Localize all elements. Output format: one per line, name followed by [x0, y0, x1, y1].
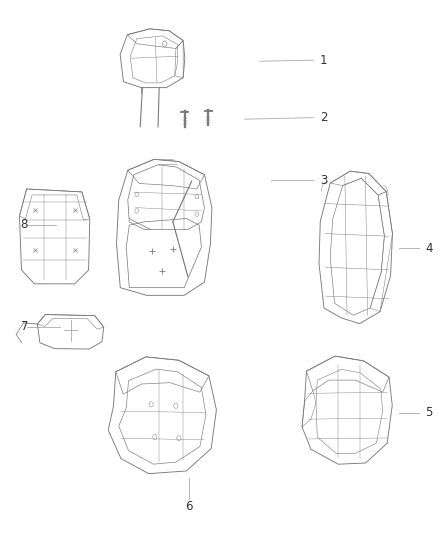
Text: 2: 2	[320, 111, 327, 124]
Text: 6: 6	[185, 500, 193, 513]
Text: 5: 5	[425, 406, 432, 419]
Text: 1: 1	[320, 54, 327, 67]
Text: 8: 8	[21, 218, 28, 231]
Text: 4: 4	[425, 242, 433, 255]
Text: 7: 7	[21, 320, 28, 333]
Text: 3: 3	[320, 174, 327, 187]
